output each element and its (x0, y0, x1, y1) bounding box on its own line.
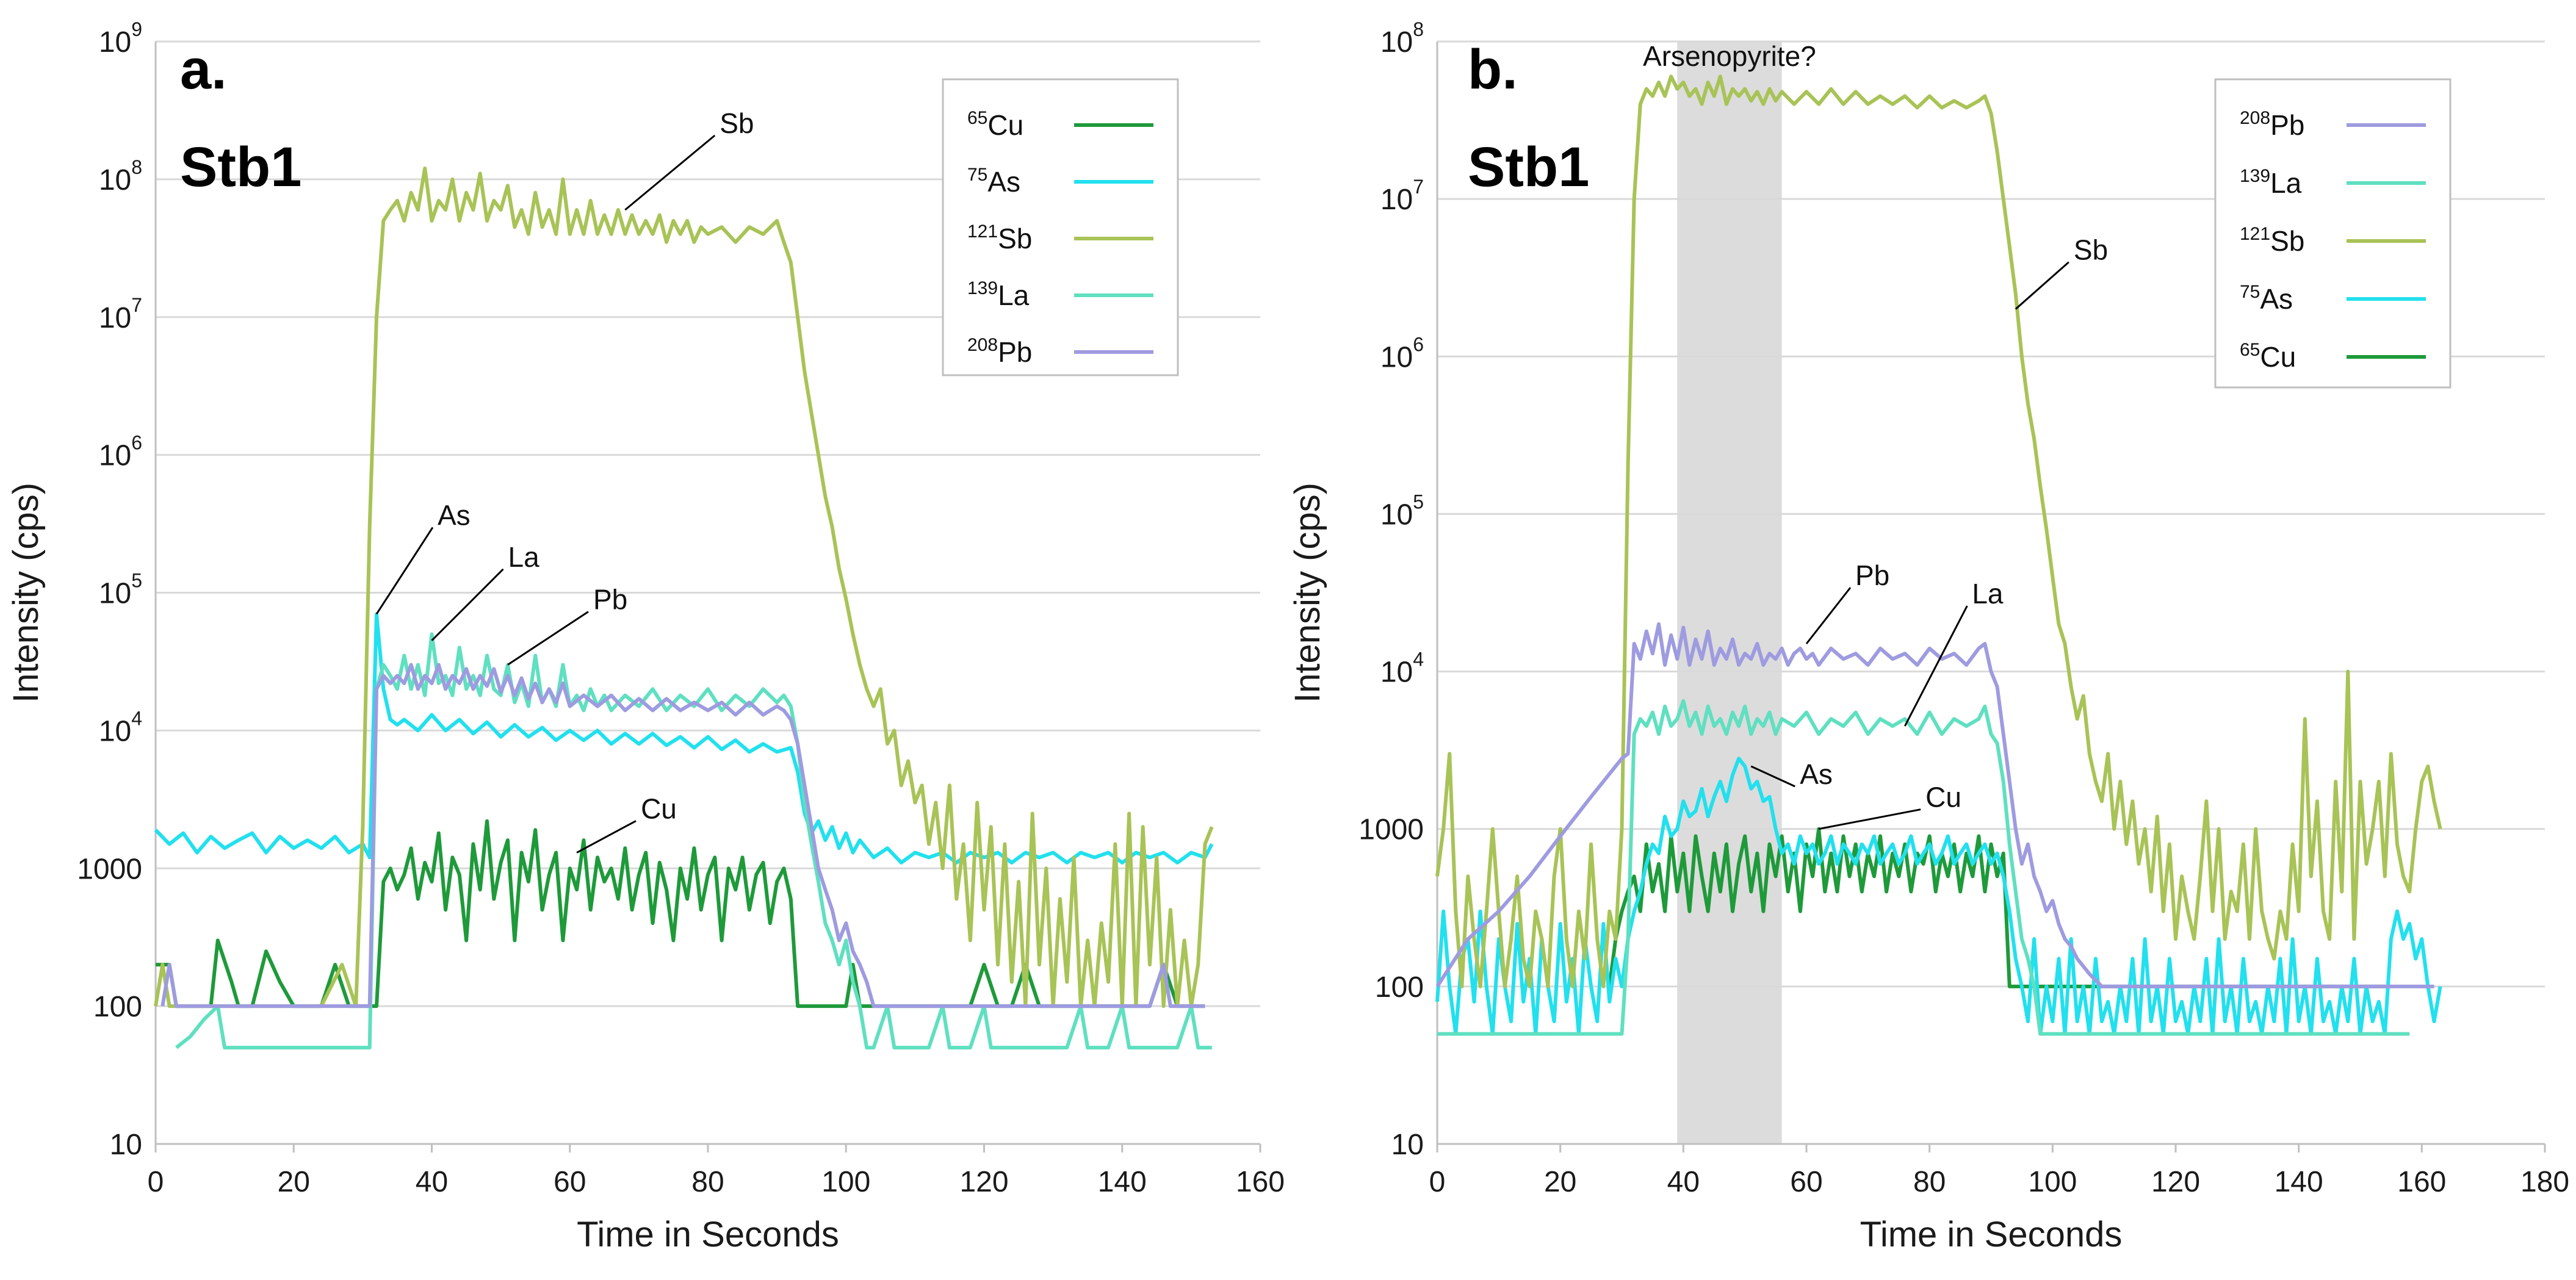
y-tick-label: 106 (99, 432, 142, 472)
annotation-label-cu: Cu (641, 793, 677, 825)
legend-entry-as: 75As (2240, 282, 2293, 315)
x-tick-label: 120 (959, 1166, 1008, 1198)
series-line-as (1435, 757, 2442, 1036)
annotation-leader (576, 820, 637, 854)
annotation-leader (1750, 765, 1795, 788)
y-tick-label: 105 (1380, 491, 1424, 531)
legend-entry-sb: 121Sb (2240, 224, 2304, 257)
annotation-leader (624, 134, 716, 211)
series-line-la (1437, 699, 2410, 1036)
x-tick-label: 80 (691, 1166, 724, 1198)
x-axis-title: Time in Seconds (1860, 1215, 2123, 1254)
x-tick-label: 40 (1667, 1166, 1700, 1198)
shaded-region-label: Arsenopyrite? (1643, 40, 1816, 72)
y-tick-label: 10 (110, 1129, 142, 1161)
series-line-sb (1435, 74, 2442, 988)
annotation-leader (507, 611, 589, 666)
series-line-la (175, 632, 1212, 1050)
chart-panel-b: 10 100 1000 104 105 106 107 108 0 20 40 60 80 100 120 1… (1288, 18, 2569, 1254)
legend-box (942, 78, 1179, 376)
y-axis-title: Intensity (cps) (6, 483, 46, 703)
x-tick-label: 0 (148, 1166, 164, 1198)
legend-entry-pb: 208Pb (967, 335, 1032, 368)
annotation-label-as: As (1800, 758, 1833, 790)
panel-label: b. (1468, 38, 1518, 101)
legend: 208Pb 139La 121Sb 75As 65Cu (2214, 78, 2452, 389)
annotation-leader (2015, 261, 2069, 310)
legend-entry-la: 139La (2240, 166, 2302, 199)
series-line-pb (161, 663, 1205, 1009)
x-tick-label: 140 (2275, 1166, 2323, 1198)
x-tick-label: 100 (821, 1166, 870, 1198)
chart-panel-a: 10 100 1000 104 105 106 107 108 109 0 20 40 60 80 100 1… (6, 18, 1285, 1254)
x-tick-label: 80 (1913, 1166, 1946, 1198)
legend-entry-as: 75As (967, 165, 1020, 198)
annotation-label-pb: Pb (593, 584, 627, 616)
sample-label: Stb1 (1468, 136, 1589, 198)
y-tick-label: 100 (1375, 971, 1424, 1004)
annotation-label-sb: Sb (2074, 234, 2108, 266)
legend-entry-sb: 121Sb (967, 221, 1032, 254)
annotation-leader (1805, 587, 1852, 645)
annotation-label-la: La (1972, 578, 2004, 609)
x-tick-label: 60 (1790, 1166, 1822, 1198)
y-tick-label: 107 (1380, 176, 1424, 216)
legend-entry-cu: 65Cu (2240, 340, 2296, 373)
legend-entry-la: 139La (967, 278, 1030, 311)
x-tick-label: 60 (554, 1166, 586, 1198)
legend-entry-cu: 65Cu (967, 108, 1023, 141)
y-tick-label: 104 (1380, 649, 1424, 689)
series-line-as (154, 612, 1214, 865)
annotation-label-la: La (508, 541, 540, 573)
series-line-pb (1435, 622, 2434, 988)
annotation-leader (431, 568, 504, 641)
annotation-leader (1904, 605, 1968, 727)
y-axis-title: Intensity (cps) (1288, 483, 1327, 703)
x-tick-label: 180 (2520, 1166, 2569, 1198)
legend-entry-pb: 208Pb (2240, 108, 2304, 141)
y-tick-label: 109 (99, 18, 142, 59)
x-tick-label: 140 (1098, 1166, 1147, 1198)
x-tick-label: 0 (1429, 1166, 1446, 1198)
y-tick-label: 108 (1380, 18, 1424, 59)
annotation-leader (1818, 808, 1921, 830)
y-tick-label: 107 (99, 294, 142, 334)
annotation-leader (375, 527, 434, 615)
series-line-sb (154, 167, 1214, 1009)
annotation-label-sb: Sb (720, 107, 754, 139)
y-tick-label: 100 (93, 991, 142, 1023)
legend: 65Cu 75As 121Sb 139La 208Pb (942, 78, 1179, 376)
x-tick-label: 160 (2397, 1166, 2446, 1198)
legend-box (2214, 78, 2452, 389)
y-tick-label: 1000 (1358, 814, 1424, 846)
x-tick-label: 20 (1544, 1166, 1576, 1198)
y-tick-label: 1000 (77, 853, 142, 885)
sample-label: Stb1 (180, 136, 301, 198)
y-tick-label: 104 (99, 707, 142, 747)
y-tick-label: 105 (99, 570, 142, 610)
y-tick-label: 108 (99, 156, 142, 196)
x-tick-label: 40 (416, 1166, 448, 1198)
x-tick-label: 20 (278, 1166, 310, 1198)
x-axis-title: Time in Seconds (577, 1215, 839, 1254)
shaded-region (1677, 41, 1782, 1144)
panel-label: a. (180, 38, 227, 101)
x-tick-label: 120 (2151, 1166, 2200, 1198)
annotation-label-cu: Cu (1925, 782, 1961, 813)
y-tick-label: 106 (1380, 333, 1424, 373)
series-line-cu (1607, 827, 2391, 988)
annotation-label-pb: Pb (1855, 559, 1889, 591)
y-tick-label: 10 (1391, 1129, 1424, 1161)
annotation-label-as: As (438, 499, 471, 531)
x-tick-label: 160 (1236, 1166, 1285, 1198)
x-tick-label: 100 (2028, 1166, 2077, 1198)
